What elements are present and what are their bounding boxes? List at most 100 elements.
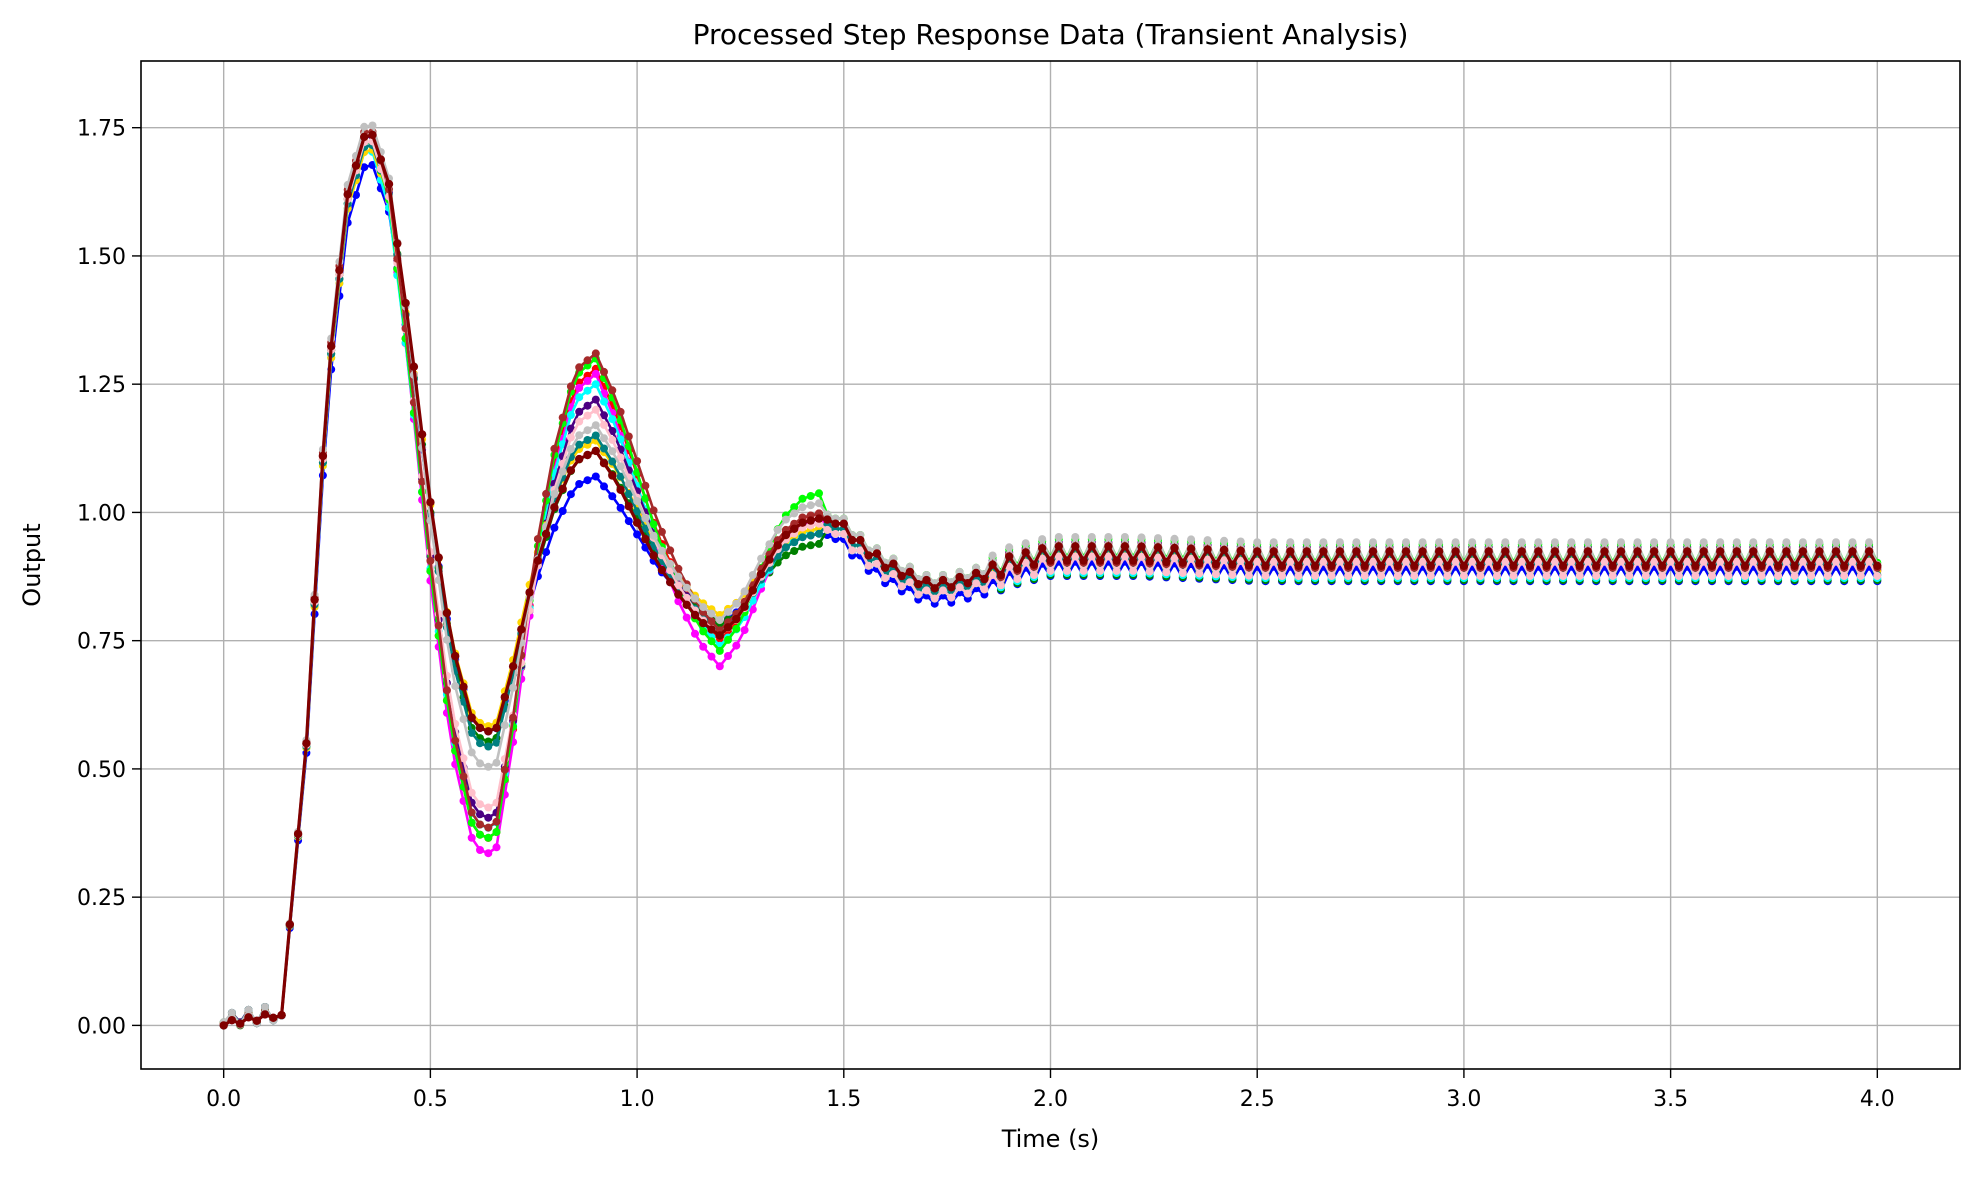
data-point (1699, 547, 1708, 556)
data-point (1484, 547, 1493, 556)
data-point (1402, 557, 1410, 566)
data-point (1724, 561, 1733, 570)
data-point (600, 397, 608, 406)
data-point (691, 594, 699, 603)
data-point (1112, 556, 1121, 565)
data-point (1269, 557, 1278, 566)
data-point (955, 583, 964, 592)
data-point (682, 600, 691, 609)
data-point (1005, 552, 1014, 561)
data-point (533, 556, 543, 565)
data-point (1741, 572, 1749, 580)
y-tick-label: 0.50 (77, 758, 126, 783)
data-point (1269, 538, 1278, 547)
data-point (963, 589, 972, 598)
data-point (608, 492, 617, 501)
data-point (1310, 561, 1320, 570)
data-point (872, 559, 881, 568)
data-point (1368, 547, 1378, 556)
data-point (1501, 557, 1510, 566)
data-point (1592, 561, 1601, 570)
data-point (616, 407, 625, 416)
data-point (1608, 572, 1617, 580)
data-point (434, 553, 443, 562)
data-point (1244, 571, 1253, 580)
data-point (599, 459, 609, 468)
data-point (740, 602, 749, 611)
data-point (343, 190, 352, 199)
data-point (715, 662, 724, 671)
data-point (616, 472, 625, 481)
data-point (566, 382, 575, 391)
data-point (864, 551, 873, 560)
data-point (724, 607, 732, 616)
data-point (1369, 557, 1377, 566)
data-point (1782, 557, 1791, 566)
data-point (475, 723, 485, 733)
data-point (806, 501, 815, 510)
data-point (1104, 533, 1113, 541)
data-point (641, 494, 650, 503)
data-point (1402, 538, 1410, 547)
data-point (1137, 542, 1146, 551)
data-point (1650, 538, 1659, 547)
data-point (1021, 548, 1030, 557)
data-point (1071, 533, 1080, 541)
y-axis-label: Output (18, 523, 46, 606)
data-point (1418, 547, 1427, 556)
data-point (1211, 559, 1221, 569)
x-tick-label: 2.0 (1033, 1087, 1068, 1112)
data-point (798, 542, 807, 551)
data-point (732, 641, 741, 650)
data-point (492, 817, 501, 826)
data-point (1220, 556, 1229, 565)
data-point (1856, 572, 1865, 580)
data-point (815, 539, 823, 548)
data-point (1542, 572, 1551, 580)
data-point (938, 575, 948, 585)
data-point (1451, 547, 1460, 556)
data-point (980, 574, 989, 584)
data-point (1203, 536, 1212, 545)
data-point (459, 715, 468, 724)
data-point (1410, 572, 1419, 580)
data-point (806, 516, 815, 525)
data-point (1807, 572, 1816, 580)
data-point (583, 401, 592, 410)
data-point (583, 450, 592, 460)
data-point (1865, 538, 1874, 547)
data-point (1063, 566, 1071, 575)
data-point (1104, 542, 1113, 551)
data-point (327, 342, 336, 351)
data-point (1617, 557, 1625, 566)
data-point (657, 565, 667, 575)
data-point (1203, 545, 1212, 554)
data-point (533, 535, 542, 543)
data-point (1724, 572, 1733, 580)
data-point (426, 498, 435, 507)
data-point (1278, 572, 1286, 580)
data-point (566, 466, 576, 475)
data-point (641, 481, 650, 490)
data-point (1137, 552, 1146, 561)
data-point (608, 471, 617, 480)
data-point (633, 497, 642, 505)
data-point (219, 1021, 228, 1030)
data-point (1633, 557, 1642, 566)
data-point (839, 530, 848, 538)
data-point (227, 1016, 237, 1025)
data-point (756, 569, 766, 579)
data-point (649, 551, 658, 560)
data-point (1228, 571, 1237, 579)
data-point (748, 571, 757, 579)
data-point (798, 494, 807, 503)
data-point (1749, 557, 1758, 566)
data-point (476, 739, 484, 748)
data-point (591, 421, 600, 430)
data-point (509, 713, 518, 722)
data-point (1079, 566, 1088, 575)
data-point (244, 1013, 253, 1022)
data-point (260, 1010, 270, 1019)
data-point (1633, 538, 1642, 547)
